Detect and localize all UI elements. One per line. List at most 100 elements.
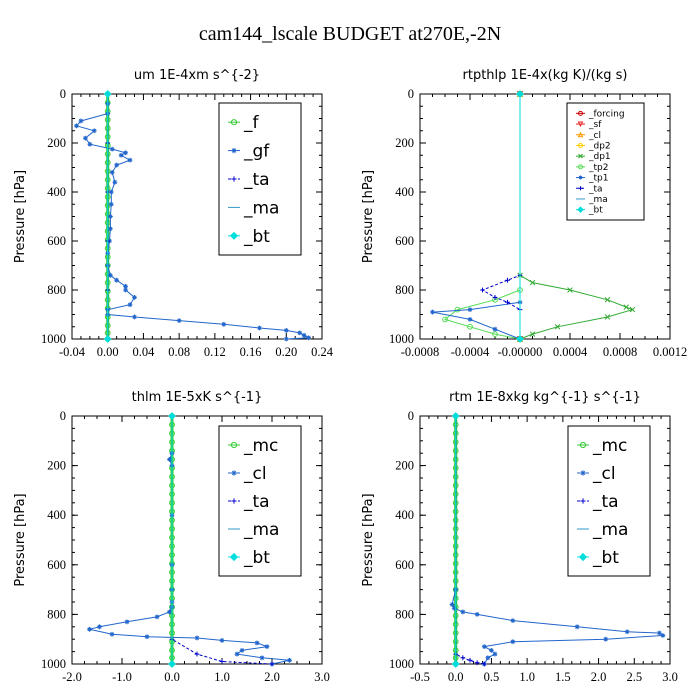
- data-point: [489, 647, 494, 653]
- data-point: [254, 640, 260, 646]
- legend-label: _mc: [592, 436, 627, 456]
- legend-marker: [231, 498, 237, 504]
- data-point: [91, 128, 97, 134]
- x-tick-label: 2.0: [591, 670, 607, 684]
- legend-marker: [231, 148, 237, 154]
- y-axis-label: Pressure [hPa]: [13, 170, 28, 263]
- legend-label: _ma: [588, 195, 608, 205]
- data-point: [474, 612, 480, 617]
- y-axis-label: Pressure [hPa]: [361, 493, 376, 586]
- data-point: [460, 609, 466, 615]
- y-tick-label: 200: [47, 459, 66, 473]
- data-point: [257, 325, 262, 331]
- data-point: [109, 146, 115, 152]
- data-point: [480, 287, 485, 293]
- x-tick-label: -0.00000: [498, 345, 543, 359]
- y-tick-label: 0: [60, 409, 66, 423]
- data-point: [107, 214, 113, 219]
- series-bt: [451, 412, 460, 668]
- legend: _mc _cl _ta _ma _bt: [218, 425, 302, 577]
- y-tick-label: 600: [395, 234, 414, 248]
- data-point: [529, 331, 536, 337]
- data-point: [492, 331, 498, 338]
- legend-label: _tp2: [588, 163, 608, 173]
- data-point: [74, 123, 79, 129]
- data-point: [167, 457, 172, 462]
- legend-label: _dp1: [588, 152, 611, 162]
- data-point: [467, 657, 473, 663]
- panel-title: um 1E-4xm s^{-2}: [134, 68, 260, 83]
- legend-marker: [229, 552, 239, 562]
- x-tick-label: 3.0: [662, 670, 678, 684]
- chart-panel-4: rtm 1E-8xkg kg^{-1} s^{-1} Pressure [hPa]…: [361, 390, 678, 684]
- series-bt: [168, 412, 176, 668]
- data-point: [176, 318, 182, 324]
- data-point: [82, 135, 88, 141]
- data-point: [624, 629, 630, 635]
- legend-marker: [230, 119, 238, 126]
- legend: _f _gf _ta _ma _bt: [218, 102, 302, 256]
- data-point: [123, 150, 128, 156]
- x-tick-label: 0.0: [164, 670, 180, 684]
- x-tick-label: 1.0: [519, 670, 535, 684]
- x-tick-label: 0.0008: [603, 345, 637, 359]
- data-point: [114, 162, 120, 168]
- legend-label: _ma: [243, 198, 279, 218]
- data-point: [219, 659, 225, 664]
- legend-marker: [577, 121, 584, 128]
- legend-marker: [578, 153, 583, 159]
- y-axis-label: Pressure [hPa]: [361, 170, 376, 263]
- data-point: [87, 141, 93, 147]
- x-tick-label: 1.5: [555, 670, 571, 684]
- y-tick-label: 400: [47, 508, 66, 522]
- y-tick-label: 200: [395, 136, 414, 150]
- legend-marker: [578, 110, 583, 116]
- legend-label: _ta: [243, 170, 270, 190]
- data-point: [505, 299, 510, 305]
- data-point: [287, 657, 292, 663]
- legend-marker: [580, 498, 586, 504]
- data-point: [492, 651, 498, 657]
- y-axis-label: Pressure [hPa]: [13, 493, 28, 586]
- legend-label: _cl: [243, 464, 267, 484]
- y-tick-label: 1000: [41, 657, 66, 671]
- y-tick-label: 800: [47, 283, 66, 297]
- data-point: [660, 633, 666, 638]
- y-tick-label: 600: [47, 558, 66, 572]
- x-tick-label: -0.04: [59, 345, 86, 359]
- y-tick-label: 0: [408, 87, 414, 101]
- x-tick-label: 0.12: [204, 345, 226, 359]
- data-point: [474, 660, 480, 666]
- data-point: [107, 226, 113, 232]
- x-tick-label: -2.0: [62, 670, 82, 684]
- data-point: [194, 635, 200, 641]
- y-tick-label: 600: [395, 558, 414, 572]
- data-point: [529, 279, 536, 286]
- data-point: [167, 609, 172, 615]
- data-point: [492, 294, 498, 300]
- legend-marker: [577, 131, 584, 138]
- data-point: [510, 618, 516, 623]
- data-point: [103, 90, 112, 98]
- legend-label: _tp1: [588, 174, 608, 184]
- legend-label: _bt: [243, 227, 270, 247]
- data-point: [132, 314, 137, 320]
- data-point: [604, 297, 611, 303]
- legend-label: _bt: [592, 548, 619, 568]
- data-point: [132, 294, 137, 300]
- data-point: [127, 157, 133, 163]
- data-point: [516, 90, 524, 98]
- legend: _forcing_sf_cl_dp2_dp1_tp2_tp1_ta_ma_bt: [566, 102, 645, 221]
- data-point: [451, 660, 460, 668]
- series-line: [455, 416, 485, 665]
- y-tick-label: 200: [47, 136, 66, 150]
- data-point: [118, 152, 124, 158]
- data-point: [97, 624, 102, 630]
- data-point: [451, 412, 460, 420]
- y-tick-label: 0: [408, 409, 414, 423]
- data-point: [154, 614, 160, 620]
- data-point: [656, 630, 662, 636]
- legend-label: _ta: [243, 492, 270, 512]
- legend-marker: [578, 164, 583, 170]
